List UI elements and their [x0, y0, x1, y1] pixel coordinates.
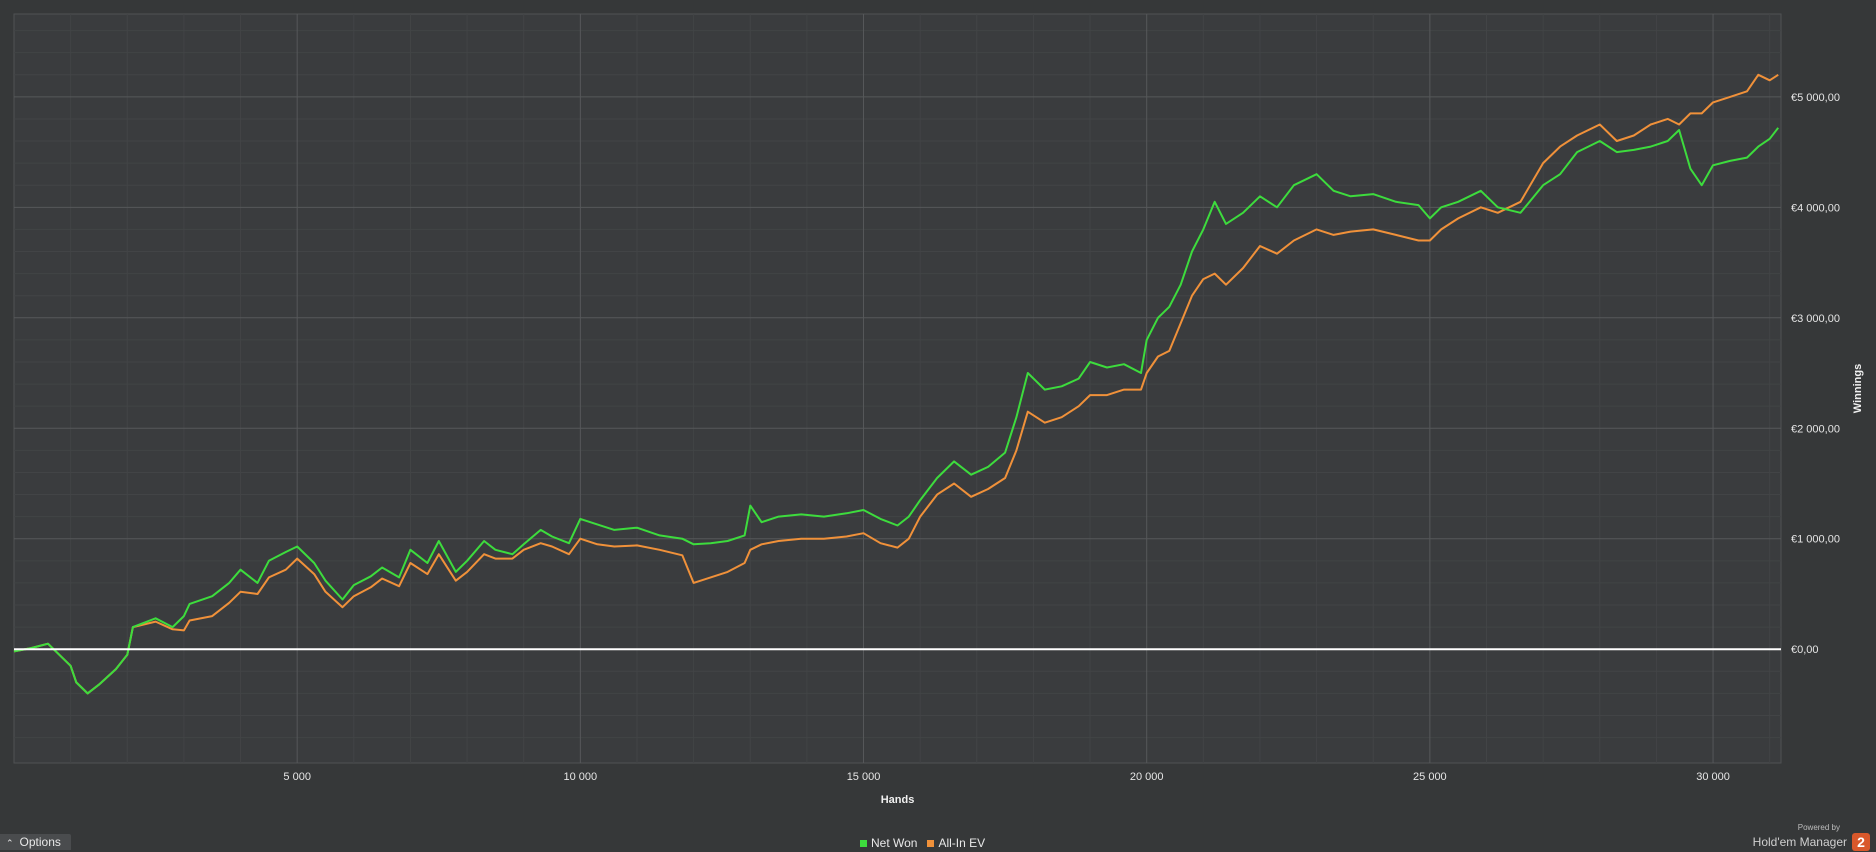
powered-by-text: Powered by: [1797, 823, 1840, 832]
y-tick-label: €1 000,00: [1791, 534, 1840, 546]
holdem-manager-logo-icon: 2: [1852, 833, 1870, 851]
options-label: Options: [19, 835, 61, 849]
y-tick-label: €4 000,00: [1791, 202, 1840, 214]
chart-legend: Net Won All-In EV: [860, 836, 985, 850]
legend-item-all-in-ev[interactable]: All-In EV: [927, 836, 985, 850]
y-tick-label: €3 000,00: [1791, 313, 1840, 325]
x-axis-title: Hands: [881, 794, 915, 806]
legend-swatch-all-in-ev: [927, 839, 935, 847]
y-tick-label: €2 000,00: [1791, 423, 1840, 435]
x-tick-label: 25 000: [1413, 771, 1447, 783]
plot-area: [13, 13, 1782, 764]
x-tick-label: 15 000: [847, 771, 881, 783]
brand-footer: Powered by Hold'em Manager 2: [1753, 823, 1870, 851]
y-tick-label: €0,00: [1791, 644, 1819, 656]
brand-name: Hold'em Manager: [1752, 835, 1847, 849]
x-tick-label: 10 000: [564, 771, 598, 783]
chevron-up-icon: ⌃: [6, 838, 14, 848]
legend-label-net-won: Net Won: [871, 836, 918, 850]
x-tick-label: 30 000: [1696, 771, 1730, 783]
legend-swatch-net-won: [860, 839, 867, 847]
series-line-all-in-ev: [13, 73, 1779, 695]
legend-item-net-won[interactable]: Net Won: [860, 836, 917, 850]
series-lines: [13, 73, 1779, 695]
x-tick-label: 5 000: [283, 771, 311, 783]
x-tick-label: 20 000: [1130, 771, 1164, 783]
series-line-net-won: [13, 127, 1779, 695]
minor-gridlines: [14, 14, 1781, 763]
options-button[interactable]: ⌃ Options: [0, 834, 71, 850]
legend-label-all-in-ev: All-In EV: [938, 836, 986, 850]
y-tick-label: €5 000,00: [1791, 92, 1840, 104]
y-axis-title: Winnings: [1852, 364, 1864, 413]
major-gridlines: [14, 14, 1781, 763]
x-tick-labels: 5 000 10 000 15 000 20 000 25 000 30 000: [283, 771, 1729, 783]
y-tick-labels: €0,00 €1 000,00 €2 000,00 €3 000,00 €4 000,0…: [1791, 92, 1840, 656]
